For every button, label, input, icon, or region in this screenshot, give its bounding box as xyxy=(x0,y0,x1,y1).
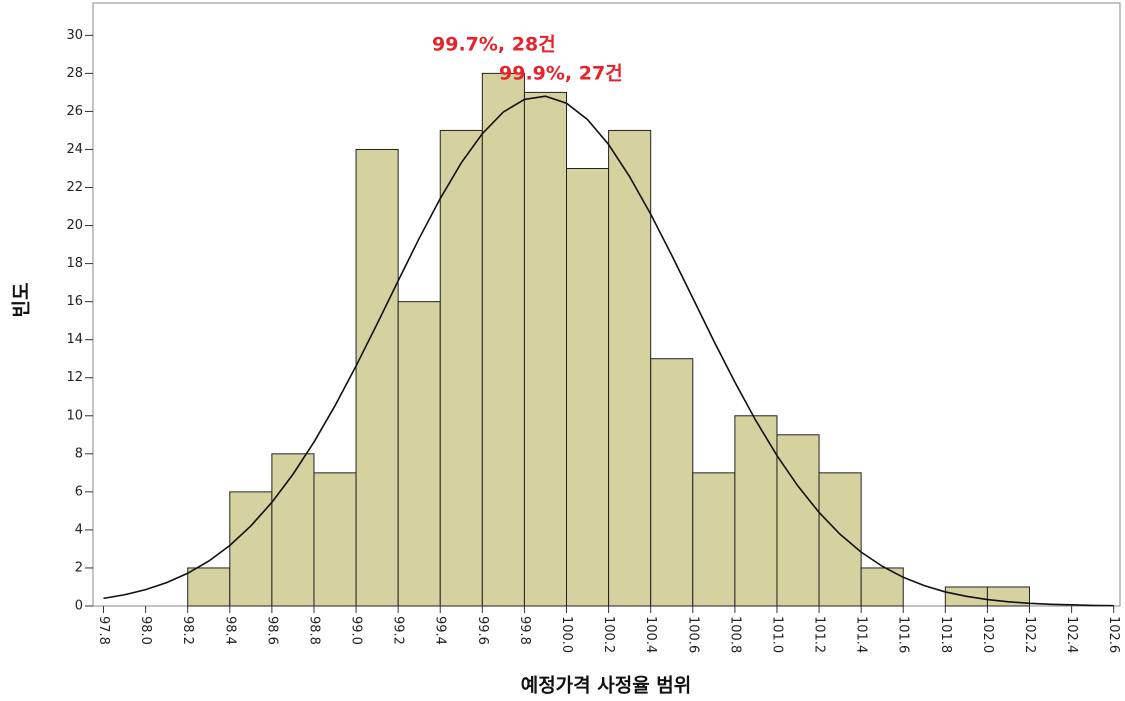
y-tick-label: 0 xyxy=(75,599,83,614)
y-tick-label: 26 xyxy=(66,104,83,119)
x-tick-label: 101.2 xyxy=(812,616,827,653)
y-tick-label: 14 xyxy=(66,332,83,347)
bar xyxy=(523,91,568,607)
x-tick-label: 100.2 xyxy=(601,616,616,653)
x-tick-label: 101.6 xyxy=(896,616,911,653)
y-tick-label: 6 xyxy=(75,484,83,499)
bar xyxy=(818,472,862,607)
y-tick-label: 28 xyxy=(66,66,83,81)
x-tick-label: 98.0 xyxy=(138,616,153,645)
x-tick-label: 102.0 xyxy=(980,616,995,653)
bar xyxy=(439,129,483,607)
x-tick-label: 99.0 xyxy=(349,616,364,645)
y-tick-label: 4 xyxy=(75,522,83,537)
x-tick-label: 100.8 xyxy=(727,616,742,653)
x-tick-label: 101.8 xyxy=(938,616,953,653)
bar xyxy=(650,358,694,607)
bar xyxy=(187,567,231,607)
y-tick-label: 22 xyxy=(66,180,83,195)
x-tick-label: 98.2 xyxy=(180,616,195,645)
x-tick-label: 98.6 xyxy=(264,616,279,645)
bar xyxy=(608,129,652,607)
y-tick-label: 18 xyxy=(66,256,83,271)
x-tick-label: 98.4 xyxy=(222,616,237,645)
x-tick-label: 100.6 xyxy=(685,616,700,653)
bar xyxy=(355,148,399,607)
x-tick-label: 100.0 xyxy=(559,616,574,653)
y-tick-label: 20 xyxy=(66,218,83,233)
bar xyxy=(566,167,610,607)
x-tick-label: 102.6 xyxy=(1106,616,1121,653)
bar xyxy=(397,301,441,607)
y-tick-label: 12 xyxy=(66,370,83,385)
x-tick-label: 97.8 xyxy=(96,616,111,645)
y-tick-label: 24 xyxy=(66,142,83,157)
x-tick-label: 99.6 xyxy=(475,616,490,645)
x-tick-label: 99.4 xyxy=(433,616,448,645)
x-axis-title: 예정가격 사정율 범위 xyxy=(521,675,692,697)
bar xyxy=(734,415,778,607)
annotation: 99.7%, 28건 xyxy=(432,34,556,56)
bar xyxy=(313,472,357,607)
bar xyxy=(692,472,736,607)
y-tick-label: 8 xyxy=(75,446,83,461)
y-tick-label: 2 xyxy=(75,560,83,575)
bar xyxy=(271,453,315,607)
x-tick-label: 100.4 xyxy=(643,616,658,653)
bar xyxy=(481,72,525,607)
x-tick-label: 99.2 xyxy=(391,616,406,645)
bar xyxy=(776,434,820,607)
x-tick-label: 101.4 xyxy=(854,616,869,653)
x-tick-label: 99.8 xyxy=(517,616,532,645)
x-tick-label: 101.0 xyxy=(769,616,784,653)
x-tick-label: 98.8 xyxy=(306,616,321,645)
y-tick-label: 30 xyxy=(66,28,83,43)
y-axis-title: 빈도 xyxy=(11,283,33,318)
y-tick-label: 10 xyxy=(66,408,83,423)
x-tick-label: 102.4 xyxy=(1064,616,1079,653)
annotation: 99.9%, 27건 xyxy=(499,63,623,85)
x-tick-label: 102.2 xyxy=(1022,616,1037,653)
normal-curve xyxy=(103,95,1114,607)
y-tick-label: 16 xyxy=(66,294,83,309)
